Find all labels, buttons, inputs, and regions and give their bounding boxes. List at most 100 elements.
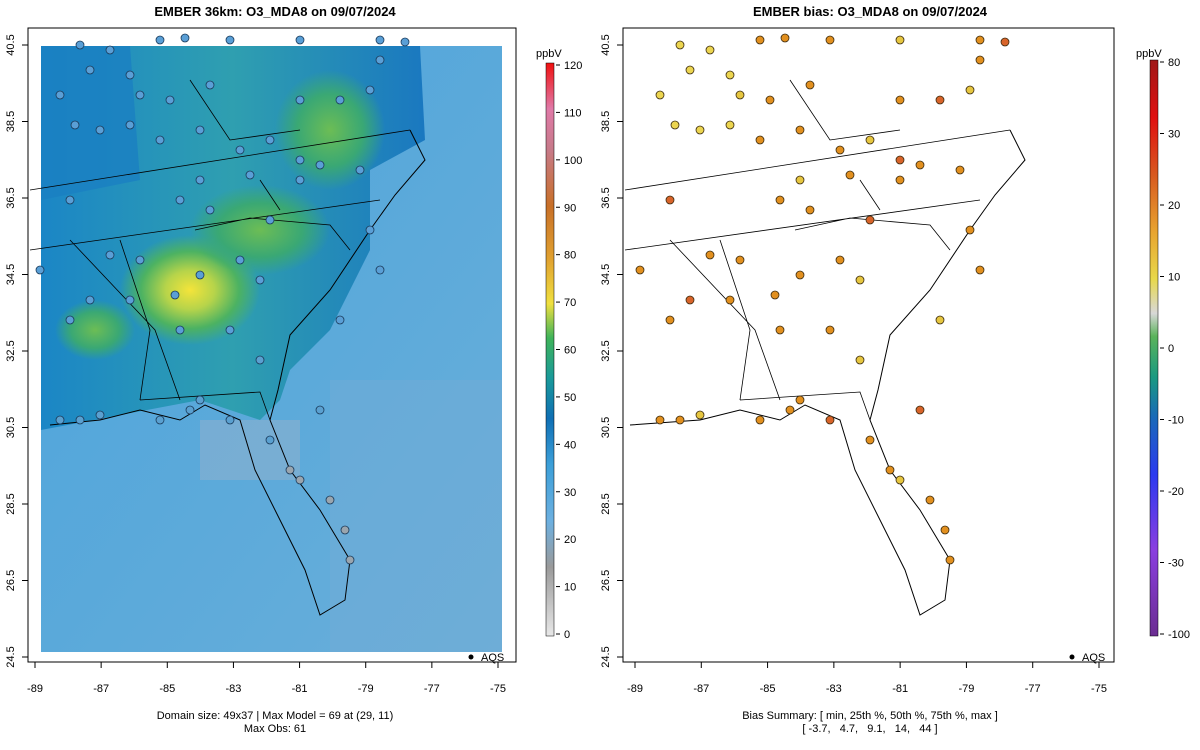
- left-ytick-label: 32.5: [5, 340, 17, 361]
- right-xtick-label: -87: [693, 683, 709, 695]
- left-site-marker: [365, 225, 375, 235]
- right-site-marker: [795, 175, 805, 185]
- left-aqs-legend-label: AQS: [481, 652, 504, 664]
- left-cb-tick-label: 90: [564, 202, 576, 214]
- left-site-marker: [295, 155, 305, 165]
- right-aqs-legend-label: AQS: [1082, 652, 1105, 664]
- right-site-marker: [805, 80, 815, 90]
- right-site-marker: [895, 35, 905, 45]
- right-site-marker: [785, 405, 795, 415]
- right-ytick-label: 34.5: [600, 264, 612, 285]
- right-site-marker: [795, 125, 805, 135]
- left-site-marker: [55, 415, 65, 425]
- right-site-marker: [975, 265, 985, 275]
- left-site-marker: [135, 90, 145, 100]
- right-site-marker: [780, 33, 790, 43]
- right-site-marker: [895, 95, 905, 105]
- left-xtick-label: -79: [358, 683, 374, 695]
- left-site-marker: [355, 165, 365, 175]
- right-colorbar: [1149, 59, 1159, 637]
- left-site-marker: [255, 275, 265, 285]
- right-site-marker: [705, 45, 715, 55]
- right-ytick-label: 24.5: [600, 646, 612, 667]
- left-site-marker: [255, 355, 265, 365]
- right-site-marker: [775, 195, 785, 205]
- left-site-marker: [375, 265, 385, 275]
- left-site-marker: [295, 475, 305, 485]
- right-xtick-label: -89: [627, 683, 643, 695]
- left-colorbar: [545, 62, 555, 637]
- left-site-marker: [225, 35, 235, 45]
- right-site-marker: [655, 90, 665, 100]
- left-site-marker: [35, 265, 45, 275]
- left-site-marker: [175, 195, 185, 205]
- right-site-marker: [955, 165, 965, 175]
- left-colorbar-ticks: 0 10 20 30 40 50 60 70 80 90 100 110 120: [556, 60, 582, 641]
- left-caption-line2: Max Obs: 61: [243, 723, 307, 735]
- right-site-marker: [755, 35, 765, 45]
- right-site-marker: [755, 415, 765, 425]
- right-caption-line1: Bias Summary: [ min, 25th %, 50th %, 75t…: [742, 710, 998, 722]
- right-site-marker: [695, 410, 705, 420]
- right-ytick-label: 28.5: [600, 493, 612, 514]
- left-site-marker: [195, 175, 205, 185]
- left-ytick-label: 38.5: [5, 111, 17, 132]
- left-cb-tick-label: 40: [564, 439, 576, 451]
- left-site-marker: [245, 170, 255, 180]
- right-site-marker: [795, 395, 805, 405]
- left-colorbar-unit: ppbV: [536, 48, 562, 60]
- left-site-marker: [325, 495, 335, 505]
- right-site-marker: [725, 295, 735, 305]
- left-site-marker: [315, 160, 325, 170]
- right-ytick-label: 40.5: [600, 34, 612, 55]
- left-site-marker: [65, 315, 75, 325]
- right-cb-tick-label: 10: [1168, 272, 1180, 284]
- left-site-marker: [175, 325, 185, 335]
- right-aqs-legend-dot: [1069, 654, 1075, 660]
- left-site-marker: [95, 410, 105, 420]
- right-site-marker: [705, 250, 715, 260]
- right-site-marker: [945, 555, 955, 565]
- left-ytick-label: 26.5: [5, 570, 17, 591]
- right-cb-tick-label: -100: [1168, 629, 1190, 641]
- right-site-marker: [665, 315, 675, 325]
- right-xtick-label: -79: [958, 683, 974, 695]
- left-cb-tick-label: 110: [564, 107, 582, 119]
- left-site-marker: [70, 120, 80, 130]
- left-x-axis: -89 -87 -85 -83 -81 -79 -77 -75: [27, 662, 506, 695]
- left-site-marker: [295, 95, 305, 105]
- right-site-marker: [855, 355, 865, 365]
- right-site-marker: [915, 160, 925, 170]
- left-cb-tick-label: 10: [564, 582, 576, 594]
- left-ytick-label: 40.5: [5, 34, 17, 55]
- left-site-marker: [235, 145, 245, 155]
- left-site-marker: [85, 65, 95, 75]
- left-y-axis: 24.5 26.5 28.5 30.5 32.5 34.5 36.5 38.5 40.5: [5, 34, 28, 668]
- left-site-marker: [265, 435, 275, 445]
- right-site-marker: [770, 290, 780, 300]
- right-ytick-label: 32.5: [600, 340, 612, 361]
- left-site-marker: [195, 125, 205, 135]
- right-site-marker: [685, 295, 695, 305]
- left-site-marker: [85, 295, 95, 305]
- left-ytick-label: 34.5: [5, 264, 17, 285]
- left-site-marker: [285, 465, 295, 475]
- left-site-marker: [335, 315, 345, 325]
- right-site-marker: [895, 175, 905, 185]
- right-site-marker: [775, 325, 785, 335]
- right-cb-tick-label: 0: [1168, 343, 1174, 355]
- right-map-title: EMBER bias: O3_MDA8 on 09/07/2024: [752, 4, 988, 19]
- left-site-marker: [365, 85, 375, 95]
- right-site-marker: [805, 205, 815, 215]
- right-site-marker: [855, 275, 865, 285]
- left-site-marker: [75, 40, 85, 50]
- left-site-marker: [295, 35, 305, 45]
- right-site-marker: [825, 325, 835, 335]
- right-x-axis: -89 -87 -85 -83 -81 -79 -77 -75: [627, 662, 1107, 695]
- left-cb-tick-label: 0: [564, 629, 570, 641]
- right-site-marker: [965, 225, 975, 235]
- left-cb-tick-label: 50: [564, 392, 576, 404]
- right-caption-line2: [ -3.7, 4.7, 9.1, 14, 44 ]: [802, 723, 938, 735]
- left-cb-tick-label: 80: [564, 250, 576, 262]
